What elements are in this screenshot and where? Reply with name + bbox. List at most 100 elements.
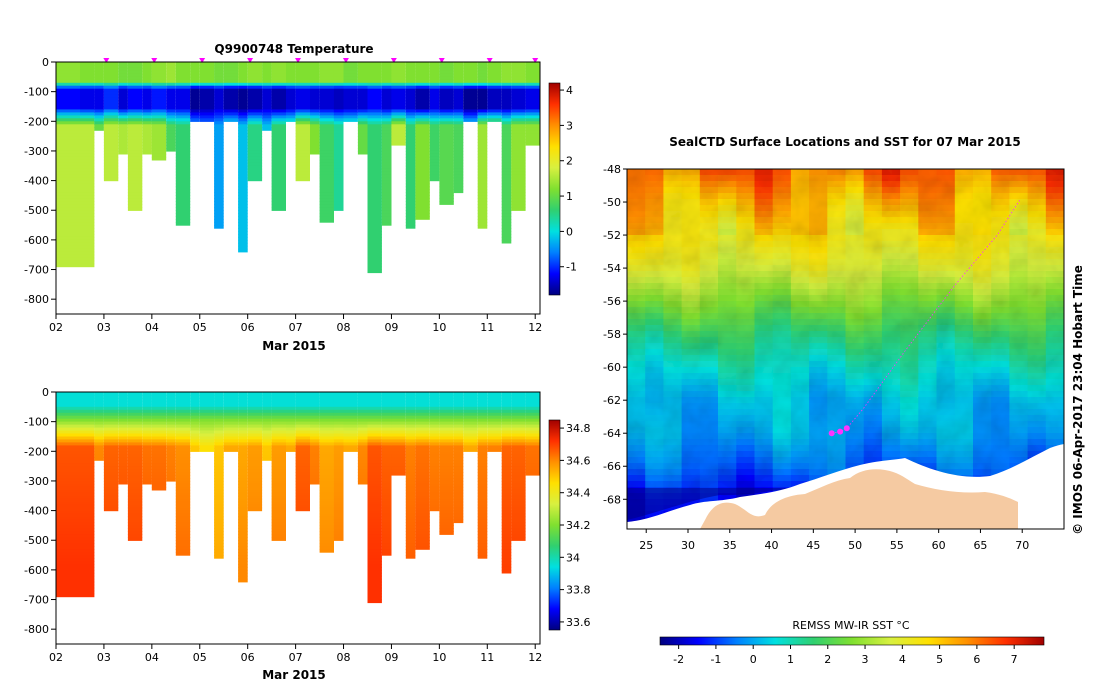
temperature-cell: [247, 177, 263, 182]
sst-cell: [1009, 319, 1029, 326]
sst-cell: [627, 379, 646, 386]
temperature-cell: [56, 70, 80, 75]
temperature-cell: [439, 192, 454, 196]
sst-cell: [918, 187, 938, 194]
temperature-cell: [190, 85, 200, 90]
temperature-cell: [271, 198, 286, 202]
temperature-cell: [333, 136, 344, 140]
temperature-cell: [367, 118, 382, 122]
sst-cell: [754, 223, 774, 230]
sst-cell: [718, 187, 737, 194]
temperature-cell: [103, 142, 119, 146]
sst-cell: [790, 283, 810, 290]
salinity-cell: [477, 543, 488, 547]
sst-cell: [699, 337, 719, 344]
sst-cell: [991, 445, 1011, 452]
temperature-cell: [333, 82, 344, 87]
sst-cell: [1027, 349, 1047, 356]
temperature-cell: [151, 106, 167, 111]
latitude-tick-label: -48: [603, 163, 621, 176]
temperature-cell: [56, 136, 80, 140]
salinity-cell: [477, 531, 488, 535]
sst-cell: [918, 211, 938, 218]
sst-cell: [900, 301, 920, 308]
temperature-cell: [367, 186, 382, 191]
temperature-cell: [381, 213, 392, 217]
salinity-cell: [295, 392, 310, 396]
sst-cell: [809, 271, 829, 278]
temperature-cell: [271, 177, 286, 182]
temperature-cell: [94, 88, 104, 93]
salinity-cell: [367, 510, 382, 515]
temperature-cell: [271, 168, 286, 173]
temperature-cell: [439, 79, 454, 84]
temperature-cell: [357, 127, 368, 131]
temperature-cell: [415, 82, 430, 87]
sst-cell: [900, 307, 920, 314]
salinity-cell: [127, 439, 143, 443]
temperature-cell: [357, 112, 368, 116]
salinity-cell: [295, 448, 310, 452]
sst-cell: [663, 349, 683, 356]
sst-cell: [936, 319, 956, 326]
temperature-cell: [80, 162, 95, 167]
temperature-cell: [151, 112, 167, 116]
sst-cell: [1027, 175, 1047, 182]
sst-cell: [936, 409, 956, 416]
temperature-cell: [439, 177, 454, 182]
sst-cell: [1045, 373, 1064, 380]
sst-cell: [663, 175, 683, 182]
salinity-cell: [175, 498, 191, 503]
temperature-cell: [439, 186, 454, 191]
salinity-cell: [367, 492, 382, 497]
temperature-cell: [381, 222, 392, 226]
temperature-cell: [175, 115, 191, 119]
temperature-cell: [103, 127, 119, 131]
sst-cell: [973, 187, 992, 194]
salinity-cell: [199, 442, 215, 446]
salinity-cell: [415, 424, 430, 429]
temperature-cell: [415, 130, 430, 134]
temperature-cell: [271, 94, 286, 99]
salinity-cell: [391, 442, 406, 446]
y-tick-label: -100: [24, 86, 49, 99]
temperature-cell: [271, 103, 286, 108]
temperature-cell: [357, 106, 368, 111]
salinity-cell: [151, 442, 167, 446]
temperature-cell: [477, 118, 488, 122]
temperature-cell: [175, 67, 191, 72]
salinity-cell: [118, 395, 128, 399]
temperature-cell: [247, 115, 263, 119]
temperature-cell: [415, 189, 430, 194]
sst-cell: [627, 409, 646, 416]
sst-cell: [790, 409, 810, 416]
sst-cell: [736, 223, 756, 230]
salinity-cell: [429, 403, 440, 408]
salinity-cell: [439, 460, 454, 464]
salinity-cell: [415, 451, 430, 455]
temperature-cell: [103, 130, 119, 134]
sst-cell: [772, 217, 792, 224]
temperature-cell: [310, 109, 320, 113]
salinity-cell: [94, 427, 104, 432]
salinity-cell: [405, 483, 416, 488]
temperature-cell: [118, 106, 128, 111]
temperature-cell: [333, 118, 344, 122]
y-tick-label: -300: [24, 475, 49, 488]
temperature-cell: [367, 73, 382, 78]
temperature-cell: [175, 216, 191, 220]
salinity-cell: [501, 454, 512, 458]
sst-cell: [973, 463, 992, 470]
temperature-cell: [343, 62, 358, 66]
salinity-cell: [367, 587, 382, 592]
salinity-cell: [381, 513, 392, 518]
salinity-cell: [127, 418, 143, 423]
sst-cell: [809, 421, 829, 428]
temperature-cell: [343, 85, 358, 90]
salinity-cell: [175, 445, 191, 449]
temperature-cell: [127, 153, 143, 158]
temperature-cell: [151, 109, 167, 113]
sst-cell: [991, 199, 1011, 206]
salinity-cell: [367, 543, 382, 547]
sst-cell: [845, 427, 865, 434]
